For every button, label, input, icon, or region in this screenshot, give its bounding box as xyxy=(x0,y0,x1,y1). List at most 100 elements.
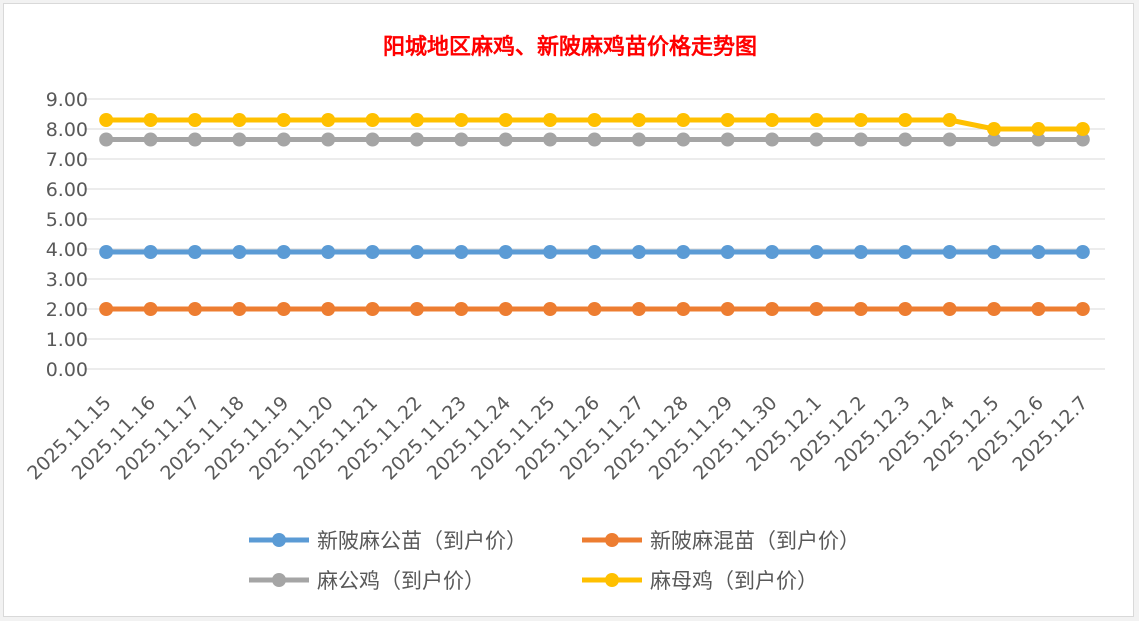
data-point xyxy=(454,245,469,259)
data-point xyxy=(498,245,513,259)
y-tick-label: 4.00 xyxy=(46,239,88,261)
data-point xyxy=(143,113,158,127)
y-axis-ticks: 0.00 1.00 2.00 3.00 4.00 5.00 6.00 7.00 8.00 9.00 xyxy=(46,89,88,381)
data-point xyxy=(631,302,646,316)
legend: 新陂麻公苗（到户价） 新陂麻混苗（到户价） 麻公鸡（到户价） 麻母鸡（到户价） xyxy=(249,529,860,593)
data-point xyxy=(720,113,735,127)
data-point xyxy=(232,113,247,127)
data-point xyxy=(409,113,424,127)
y-tick-label: 8.00 xyxy=(46,119,88,141)
data-point xyxy=(276,132,291,147)
data-point xyxy=(276,245,291,259)
legend-item: 麻母鸡（到户价） xyxy=(582,569,818,593)
legend-label: 麻公鸡（到户价） xyxy=(317,569,485,593)
data-point xyxy=(365,113,380,127)
data-point xyxy=(143,302,158,316)
data-point xyxy=(631,113,646,127)
data-point xyxy=(99,245,114,259)
data-point xyxy=(187,245,202,259)
data-point xyxy=(409,245,424,259)
data-point xyxy=(543,113,558,127)
data-point xyxy=(232,302,247,316)
data-point xyxy=(365,245,380,259)
data-point xyxy=(187,302,202,316)
y-tick-label: 5.00 xyxy=(46,209,88,231)
data-point xyxy=(409,302,424,316)
data-point xyxy=(1031,122,1046,136)
data-point xyxy=(1075,122,1090,136)
data-point xyxy=(765,302,780,316)
legend-marker xyxy=(605,533,619,547)
data-point xyxy=(498,132,513,147)
data-point xyxy=(543,245,558,259)
legend-item: 新陂麻混苗（到户价） xyxy=(582,529,860,553)
data-point xyxy=(898,113,913,127)
series-lines xyxy=(99,113,1090,316)
data-point xyxy=(1075,132,1090,147)
series-0 xyxy=(99,245,1090,259)
y-tick-label: 1.00 xyxy=(46,329,88,351)
data-point xyxy=(631,132,646,147)
data-point xyxy=(809,113,824,127)
line-chart: 阳城地区麻鸡、新陂麻鸡苗价格走势图 0.00 1.00 2.00 3.00 4.00 5.… xyxy=(23,34,1105,593)
legend-marker xyxy=(605,573,619,587)
data-point xyxy=(587,302,602,316)
data-point xyxy=(898,245,913,259)
data-point xyxy=(587,245,602,259)
data-point xyxy=(587,113,602,127)
data-point xyxy=(942,132,957,147)
legend-item: 麻公鸡（到户价） xyxy=(249,569,485,593)
data-point xyxy=(409,132,424,147)
data-point xyxy=(99,132,114,147)
legend-label: 麻母鸡（到户价） xyxy=(650,569,818,593)
series-3 xyxy=(99,113,1090,136)
series-2 xyxy=(99,132,1090,147)
data-point xyxy=(276,302,291,316)
series-1 xyxy=(99,302,1090,316)
data-point xyxy=(1031,302,1046,316)
data-point xyxy=(676,302,691,316)
data-point xyxy=(853,132,868,147)
data-point xyxy=(942,113,957,127)
y-tick-label: 0.00 xyxy=(46,359,88,381)
data-point xyxy=(987,245,1002,259)
data-point xyxy=(942,245,957,259)
data-point xyxy=(1075,302,1090,316)
data-point xyxy=(720,245,735,259)
data-point xyxy=(853,113,868,127)
data-point xyxy=(987,122,1002,136)
data-point xyxy=(454,132,469,147)
legend-item: 新陂麻公苗（到户价） xyxy=(249,529,527,553)
data-point xyxy=(809,302,824,316)
data-point xyxy=(720,132,735,147)
data-point xyxy=(365,132,380,147)
data-point xyxy=(187,113,202,127)
data-point xyxy=(898,132,913,147)
data-point xyxy=(765,245,780,259)
data-point xyxy=(987,132,1002,147)
data-point xyxy=(276,113,291,127)
data-point xyxy=(365,302,380,316)
chart-area: 阳城地区麻鸡、新陂麻鸡苗价格走势图 0.00 1.00 2.00 3.00 4.00 5.… xyxy=(3,3,1134,617)
y-tick-label: 9.00 xyxy=(46,89,88,111)
data-point xyxy=(898,302,913,316)
data-point xyxy=(321,245,336,259)
x-axis-ticks: 2025.11.152025.11.162025.11.172025.11.18… xyxy=(23,392,1092,484)
y-tick-label: 3.00 xyxy=(46,269,88,291)
data-point xyxy=(454,302,469,316)
data-point xyxy=(498,302,513,316)
chart-title: 阳城地区麻鸡、新陂麻鸡苗价格走势图 xyxy=(383,34,757,60)
data-point xyxy=(809,132,824,147)
data-point xyxy=(720,302,735,316)
y-tick-label: 2.00 xyxy=(46,299,88,321)
y-tick-label: 7.00 xyxy=(46,149,88,171)
data-point xyxy=(321,302,336,316)
data-point xyxy=(765,113,780,127)
data-point xyxy=(1031,132,1046,147)
data-point xyxy=(1031,245,1046,259)
data-point xyxy=(99,302,114,316)
data-point xyxy=(143,245,158,259)
legend-label: 新陂麻公苗（到户价） xyxy=(317,529,527,553)
data-point xyxy=(187,132,202,147)
data-point xyxy=(676,113,691,127)
